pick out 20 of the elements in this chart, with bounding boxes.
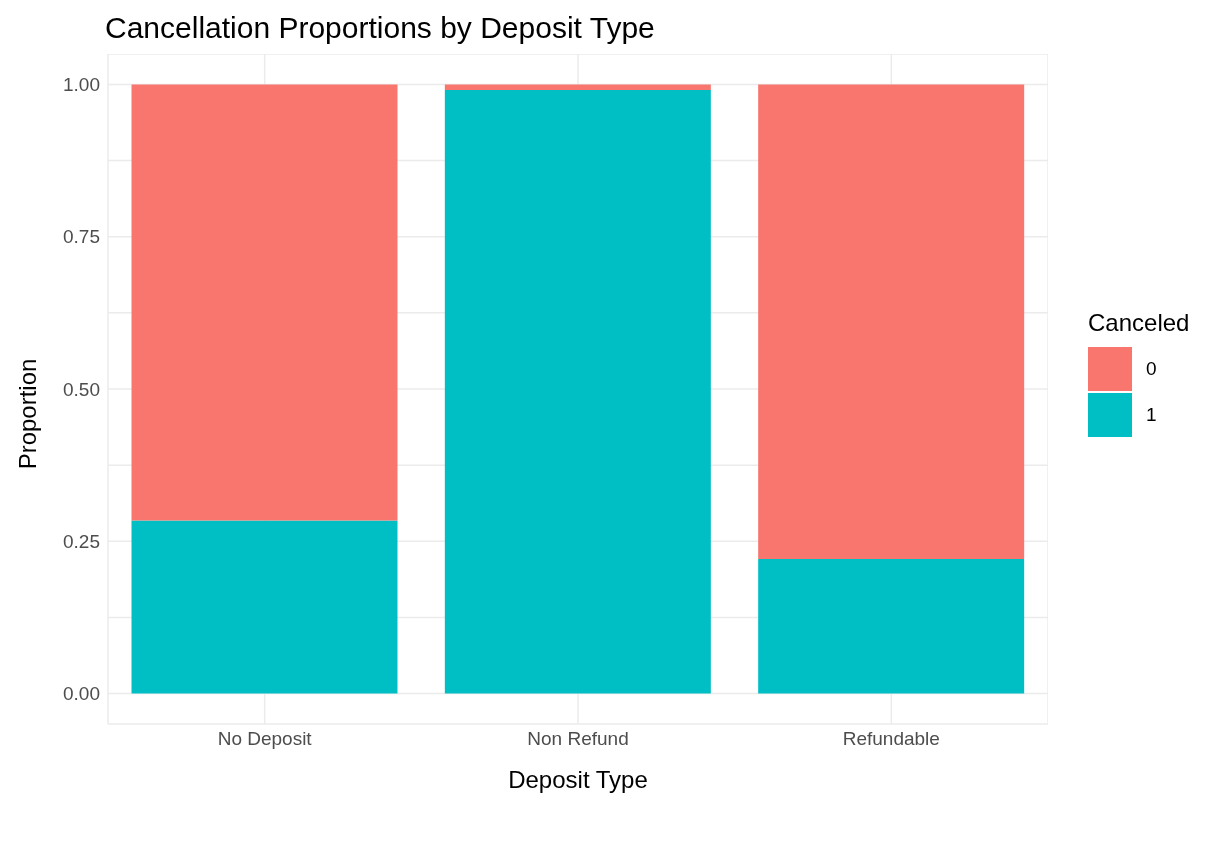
bar (444, 89, 711, 694)
legend-label: 0 (1146, 358, 1157, 380)
x-tick-label: No Deposit (217, 728, 313, 750)
x-axis-title: Deposit Type (507, 766, 649, 794)
y-axis-title: Proportion (14, 358, 42, 470)
x-tick-label: Refundable (842, 728, 940, 750)
y-tick-label: 0.00 (63, 683, 100, 705)
bar (131, 520, 398, 694)
legend-title: Canceled (1088, 309, 1190, 337)
bar (758, 558, 1025, 694)
y-tick-label: 0.25 (63, 531, 100, 553)
bar (131, 84, 398, 521)
bar (444, 84, 711, 90)
x-tick-label: Non Refund (527, 728, 629, 750)
bar (758, 84, 1025, 559)
legend-label: 1 (1146, 404, 1157, 426)
y-tick-label: 0.50 (63, 378, 100, 400)
chart-title: Cancellation Proportions by Deposit Type (105, 10, 656, 46)
y-tick-label: 1.00 (63, 74, 100, 96)
y-tick-label: 0.75 (63, 226, 100, 248)
